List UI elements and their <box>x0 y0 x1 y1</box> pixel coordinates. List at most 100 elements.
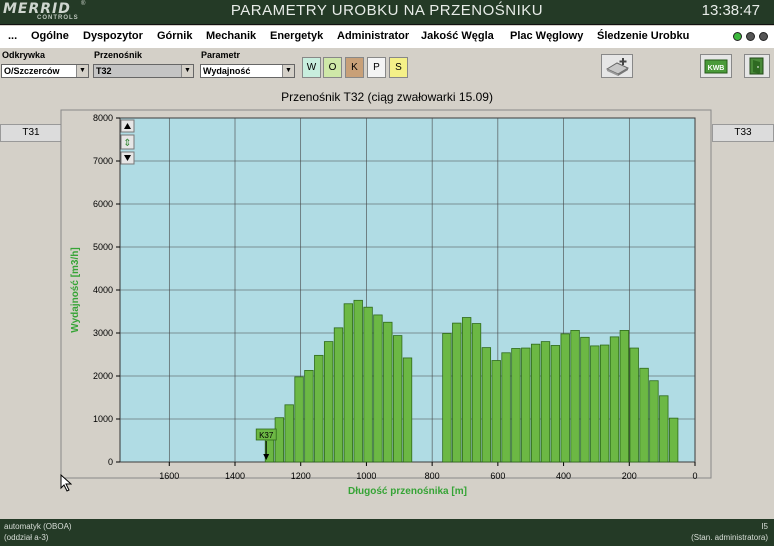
y-tick-label: 6000 <box>93 199 113 209</box>
menu-item-ogolne[interactable]: Ogólne <box>31 30 69 42</box>
bar <box>481 347 492 463</box>
exit-button[interactable] <box>744 54 770 78</box>
bar <box>649 380 659 463</box>
bar <box>521 347 531 463</box>
menu-item-administrator[interactable]: Administrator <box>337 30 410 42</box>
status-station-id: I5 <box>761 522 768 531</box>
clock: 13:38:47 <box>701 2 760 19</box>
kwb-logo-icon: KWB <box>704 59 728 74</box>
y-tick-label: 3000 <box>93 328 113 338</box>
x-tick-label: 600 <box>490 471 505 481</box>
chevron-down-icon[interactable]: ▼ <box>76 65 88 77</box>
bar <box>659 395 669 463</box>
x-tick-label: 0 <box>692 471 697 481</box>
marker-arrow-head <box>263 454 270 460</box>
kwb-label: KWB <box>708 65 725 72</box>
y-axis-label: Wydajność [m3/h] <box>70 247 81 332</box>
status-department: (oddział a-3) <box>4 533 49 542</box>
menu-item-plac-weglowy[interactable]: Plac Węglowy <box>510 30 584 42</box>
bar <box>590 345 600 463</box>
printer-icon <box>605 58 630 76</box>
x-axis-label: Długość przenośnika [m] <box>348 486 467 497</box>
przenosnik-select[interactable]: T32 ▼ <box>93 64 194 78</box>
menu-item-sledzenie-urobku[interactable]: Śledzenie Urobku <box>597 30 690 42</box>
print-button[interactable] <box>601 54 633 78</box>
menu-item-energetyk[interactable]: Energetyk <box>270 30 324 42</box>
x-tick-label: 800 <box>425 471 440 481</box>
mode-button-p[interactable]: P <box>367 57 386 78</box>
chevron-down-icon[interactable]: ▼ <box>282 65 294 77</box>
exit-door-icon <box>749 57 764 75</box>
chevron-down-icon[interactable]: ▼ <box>181 65 193 77</box>
status-user: automatyk (OBOA) <box>4 522 72 531</box>
x-tick-label: 1600 <box>159 471 179 481</box>
mouse-cursor-icon <box>60 474 72 492</box>
marker-badge <box>255 428 277 441</box>
odkrywka-select[interactable]: O/Szczerców ▼ <box>1 64 89 78</box>
bar <box>314 354 324 463</box>
zoom-reset-button[interactable] <box>120 134 135 150</box>
kwb-button[interactable]: KWB <box>700 54 732 78</box>
y-tick-label: 2000 <box>93 371 113 381</box>
bar <box>668 417 679 463</box>
mode-button-s[interactable]: S <box>389 57 408 78</box>
bar <box>540 341 551 463</box>
bar <box>333 327 344 463</box>
y-tick-label: 7000 <box>93 156 113 166</box>
odkrywka-value: O/Szczerców <box>4 66 60 76</box>
status-indicator-grey-2 <box>759 32 768 41</box>
x-tick-label: 1400 <box>225 471 245 481</box>
bar <box>599 344 610 463</box>
app-title: PARAMETRY UROBKU NA PRZENOŚNIKU <box>230 2 544 19</box>
bar <box>609 336 620 463</box>
status-indicator-grey-1 <box>746 32 755 41</box>
bar <box>402 357 413 463</box>
bar <box>511 348 521 463</box>
bar <box>530 343 541 463</box>
menu-item-jakosc-wegla[interactable]: Jakość Węgla <box>421 30 494 42</box>
bar <box>501 352 511 463</box>
menu-item-dyspozytor[interactable]: Dyspozytor <box>83 30 143 42</box>
arrow-up-icon <box>124 123 131 129</box>
bar <box>294 376 304 463</box>
next-conveyor-button[interactable]: T33 <box>712 124 774 142</box>
y-tick-label: 4000 <box>93 285 113 295</box>
logo-text: MERRID <box>3 1 71 17</box>
bar <box>570 330 580 463</box>
y-tick-label: 0 <box>108 457 113 467</box>
status-bar: automatyk (OBOA) (oddział a-3) I5 (Stan.… <box>0 519 774 546</box>
x-tick-label: 400 <box>556 471 571 481</box>
parametr-label: Parametr <box>201 50 241 60</box>
parametr-value: Wydajność <box>203 66 251 76</box>
marker-label: K37 <box>259 431 274 440</box>
bar <box>373 314 383 463</box>
bar <box>343 303 354 463</box>
merrid-logo: MERRID CONTROLS ® <box>3 1 85 23</box>
bar <box>383 321 393 463</box>
przenosnik-value: T32 <box>96 66 112 76</box>
logo-registered: ® <box>81 1 86 7</box>
bar <box>471 323 482 463</box>
title-bar: MERRID CONTROLS ® PARAMETRY UROBKU NA PR… <box>0 0 774 25</box>
mode-button-k[interactable]: K <box>345 57 364 78</box>
menu-item-mechanik[interactable]: Mechanik <box>206 30 257 42</box>
bar <box>639 367 649 463</box>
mode-button-w[interactable]: W <box>302 57 321 78</box>
bar <box>363 306 373 463</box>
menu-item-more[interactable]: ... <box>8 30 18 42</box>
menu-item-gornik[interactable]: Górnik <box>157 30 193 42</box>
bar <box>452 322 462 463</box>
bar <box>491 360 501 463</box>
status-indicator-green <box>733 32 742 41</box>
y-tick-label: 1000 <box>93 414 113 424</box>
x-tick-label: 200 <box>622 471 637 481</box>
parametr-select[interactable]: Wydajność ▼ <box>200 64 295 78</box>
bar <box>580 336 590 463</box>
bar <box>304 370 314 463</box>
bar <box>560 333 570 463</box>
przenosnik-label: Przenośnik <box>94 50 143 60</box>
x-tick-label: 1000 <box>356 471 376 481</box>
mode-button-o[interactable]: O <box>323 57 342 78</box>
odkrywka-label: Odkrywka <box>2 50 46 60</box>
y-tick-label: 8000 <box>93 113 113 123</box>
